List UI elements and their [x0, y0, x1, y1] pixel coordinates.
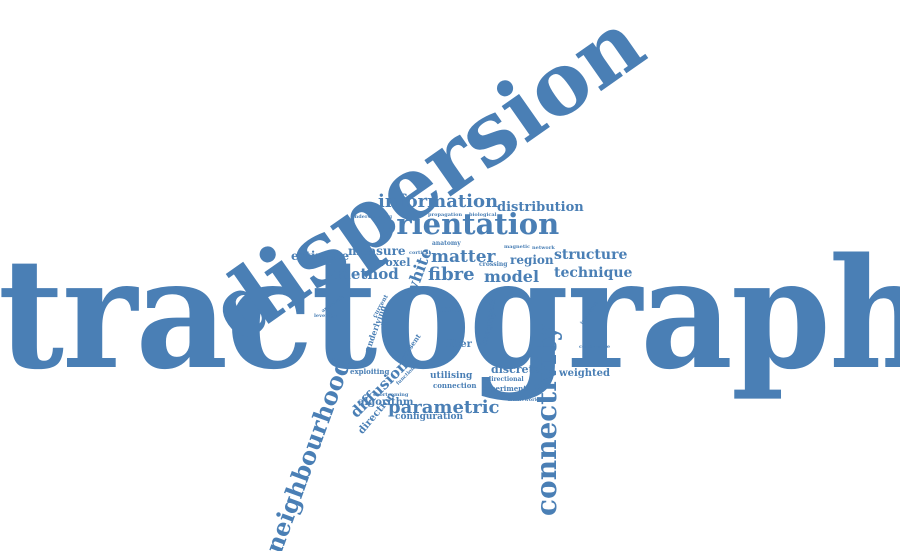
word-algorithm: algorithm	[358, 397, 414, 408]
word-configuration: configuration	[395, 412, 464, 422]
word-cortical: cortical	[409, 250, 431, 256]
word-voxel: voxel	[379, 256, 411, 269]
word-fibre: fibre	[428, 264, 475, 285]
word-estimate: estimate	[291, 249, 350, 263]
word-orientation: orientation	[377, 207, 560, 241]
word-method: method	[335, 265, 399, 283]
word-matter: matter	[431, 247, 496, 267]
word-leverage: leverage	[314, 313, 338, 319]
word-anatomy: anatomy	[432, 240, 461, 247]
word-structure: structure	[554, 247, 628, 263]
word-experiment: experiment	[482, 384, 527, 393]
word-distribution: distribution	[497, 200, 584, 215]
word-weighted: weighted	[559, 368, 611, 379]
word-tractography: tractography	[0, 224, 900, 403]
word-propagation: propagation	[428, 212, 463, 218]
word-network: network	[532, 245, 555, 251]
word-conference: conference	[579, 344, 611, 350]
word-magnetic: magnetic	[504, 244, 531, 250]
word-information: information	[378, 191, 499, 212]
word-understanding: understanding	[351, 214, 393, 220]
word-exploiting: exploiting	[350, 367, 390, 376]
word-parametric: parametric	[388, 397, 500, 418]
word-connection: connection	[433, 381, 477, 390]
word-directional: directional	[487, 376, 524, 383]
word-model: model	[484, 267, 540, 286]
word-connectivity: connectivity	[530, 325, 563, 516]
word-shortcoming: shortcoming	[373, 392, 409, 398]
word-biological: biological	[469, 212, 497, 218]
word-crossing: crossing	[479, 261, 508, 268]
word-framework: framework	[508, 397, 539, 403]
word-data: data	[439, 305, 462, 315]
word-utilising: utilising	[430, 371, 473, 381]
word-fiber: fiber	[446, 339, 472, 350]
word-discrete: discrete	[491, 363, 541, 376]
word-region: region	[510, 253, 554, 267]
word-measure: measure	[348, 244, 406, 258]
word-technique: technique	[554, 265, 633, 281]
